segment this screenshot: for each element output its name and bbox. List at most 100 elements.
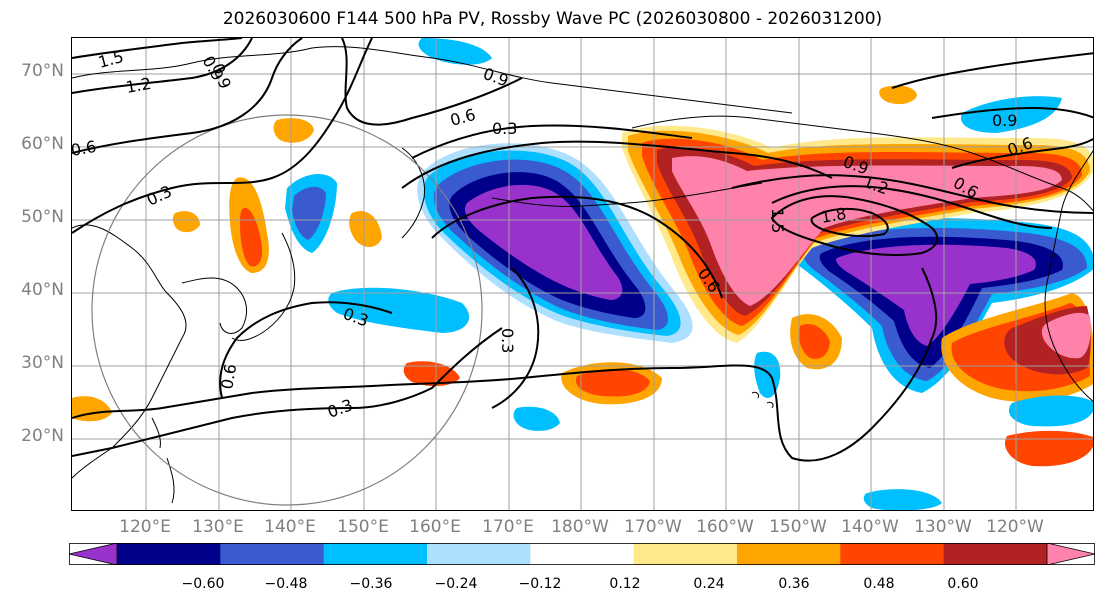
pos-patch-hawaii-north-l2	[798, 323, 830, 359]
contour-0p6-central	[411, 124, 693, 159]
colorbar-tick: −0.48	[264, 576, 308, 592]
lat-label-50n: 50°N	[21, 207, 64, 227]
colorbar-tick: −0.60	[181, 576, 225, 592]
contour-0p3-loop	[431, 195, 723, 299]
neg-patch-south-japan	[328, 287, 470, 333]
neg-anomaly-ne-pacific-l4	[836, 244, 1036, 346]
lon-label-160w: 160°W	[696, 517, 754, 537]
neg-patch-small-2	[754, 351, 781, 398]
contour-0p6-west	[72, 38, 303, 154]
colorbar-bin	[943, 543, 1048, 565]
colorbar-bin	[633, 543, 738, 565]
colorbar-extend-low	[69, 543, 118, 565]
contour-0p3-south	[72, 267, 938, 462]
coast-aleutians	[491, 182, 763, 207]
colorbar	[69, 543, 1095, 565]
coast-siberia	[72, 46, 793, 114]
lon-label-170w: 170°W	[624, 517, 682, 537]
coast-taiwan-philippines	[151, 417, 175, 504]
contour-0p6-ne	[891, 52, 1093, 89]
colorbar-extend-high	[1046, 543, 1095, 565]
pos-patch-small-3	[172, 211, 200, 233]
pos-patch-west	[72, 396, 112, 422]
neg-anomaly-nw-pacific-l5	[464, 184, 623, 300]
colorbar-bin	[737, 543, 841, 565]
neg-patch-alaska	[961, 96, 1062, 133]
colorbar-tick: −0.12	[518, 576, 562, 592]
contour-label: 0.6	[72, 137, 98, 160]
contour-label: 1.5	[768, 208, 787, 233]
map-panel: 1.5 1.2 0.6 0.3 0.9 0.9 0.6 0.3 0.3 0.6 …	[71, 37, 1094, 511]
neg-patch-small-1	[513, 406, 560, 431]
contour-0p6-south-w	[219, 301, 393, 399]
contour-1p5-west	[72, 38, 243, 59]
coast-alaska	[631, 115, 1093, 212]
coast-japan	[231, 232, 296, 341]
contour-1p5-jet	[770, 195, 939, 256]
lat-label-40n: 40°N	[21, 280, 64, 300]
contour-0p3-central	[401, 140, 833, 189]
contour-label: 1.2	[124, 74, 152, 97]
neg-patch-north	[418, 38, 492, 65]
contour-label: 0.3	[144, 182, 175, 210]
graticule	[72, 38, 1093, 510]
lon-label-160e: 160°E	[409, 517, 461, 537]
contour-label: 0.3	[492, 119, 517, 138]
contour-label: 0.6	[217, 362, 240, 390]
colorbar-segments	[69, 543, 1095, 565]
contour-0p3-west	[72, 38, 373, 234]
contour-0p9-circle	[491, 267, 540, 409]
lon-label-130w: 130°W	[914, 517, 972, 537]
pv-contours	[72, 38, 1093, 462]
lat-label-70n: 70°N	[21, 61, 64, 81]
lon-label-120e: 120°E	[119, 517, 171, 537]
map-canvas: 1.5 1.2 0.6 0.3 0.9 0.9 0.6 0.3 0.3 0.6 …	[72, 38, 1093, 510]
contour-1p2-jet	[771, 185, 1053, 229]
chart-title: 2026030600 F144 500 hPa PV, Rossby Wave …	[222, 9, 883, 29]
pos-patch-japan-l2	[240, 207, 263, 267]
neg-patch-bottom	[863, 489, 942, 510]
pos-patch-midpacific-l2	[575, 369, 650, 397]
neg-patch-japan-l2	[292, 186, 326, 240]
colorbar-bin	[840, 543, 945, 565]
lon-label-150e: 150°E	[337, 517, 389, 537]
lat-label-20n: 20°N	[21, 426, 64, 446]
colorbar-tick: −0.24	[434, 576, 478, 592]
contour-0p9-ne	[931, 106, 1093, 119]
lon-label-140w: 140°W	[841, 517, 899, 537]
pos-anomaly-central-l5	[672, 156, 1062, 306]
colorbar-tick: −0.36	[349, 576, 393, 592]
contour-label: 1.8	[819, 204, 847, 227]
contour-0p9-north	[341, 38, 523, 126]
coast-korea-china	[181, 277, 248, 334]
contour-label: 0.6	[448, 105, 478, 130]
neg-patch-south	[1008, 395, 1093, 427]
colorbar-tick: 0.24	[693, 576, 725, 592]
contour-1p8-jet	[810, 207, 889, 238]
lon-label-120w: 120°W	[986, 517, 1044, 537]
colorbar-tick: 0.48	[863, 576, 895, 592]
lat-label-60n: 60°N	[21, 134, 64, 154]
colorbar-bin	[220, 543, 325, 565]
pos-patch-north	[879, 85, 917, 105]
lon-label-130e: 130°E	[192, 517, 244, 537]
lon-label-150w: 150°W	[769, 517, 827, 537]
colorbar-tick: 0.60	[947, 576, 979, 592]
lon-label-170e: 170°E	[482, 517, 534, 537]
coast-asia	[72, 224, 187, 479]
colorbar-bin	[323, 543, 428, 565]
contour-0p6-mid	[72, 327, 503, 457]
pos-patch-south	[1005, 430, 1093, 467]
contour-label: 1.5	[96, 47, 126, 72]
pos-patch-arctic	[273, 118, 314, 143]
contour-label: 0.3	[498, 328, 517, 353]
lon-label-140e: 140°E	[264, 517, 316, 537]
contour-0p6-ne-2	[951, 137, 1093, 169]
contour-0p9-jet	[731, 174, 1093, 214]
contour-1p2-west	[72, 38, 253, 94]
contour-label: 0.3	[325, 395, 355, 422]
lat-label-30n: 30°N	[21, 353, 64, 373]
projection-circle	[91, 114, 483, 506]
contour-label: 0.9	[992, 111, 1017, 130]
coast-north-america	[1044, 150, 1093, 402]
